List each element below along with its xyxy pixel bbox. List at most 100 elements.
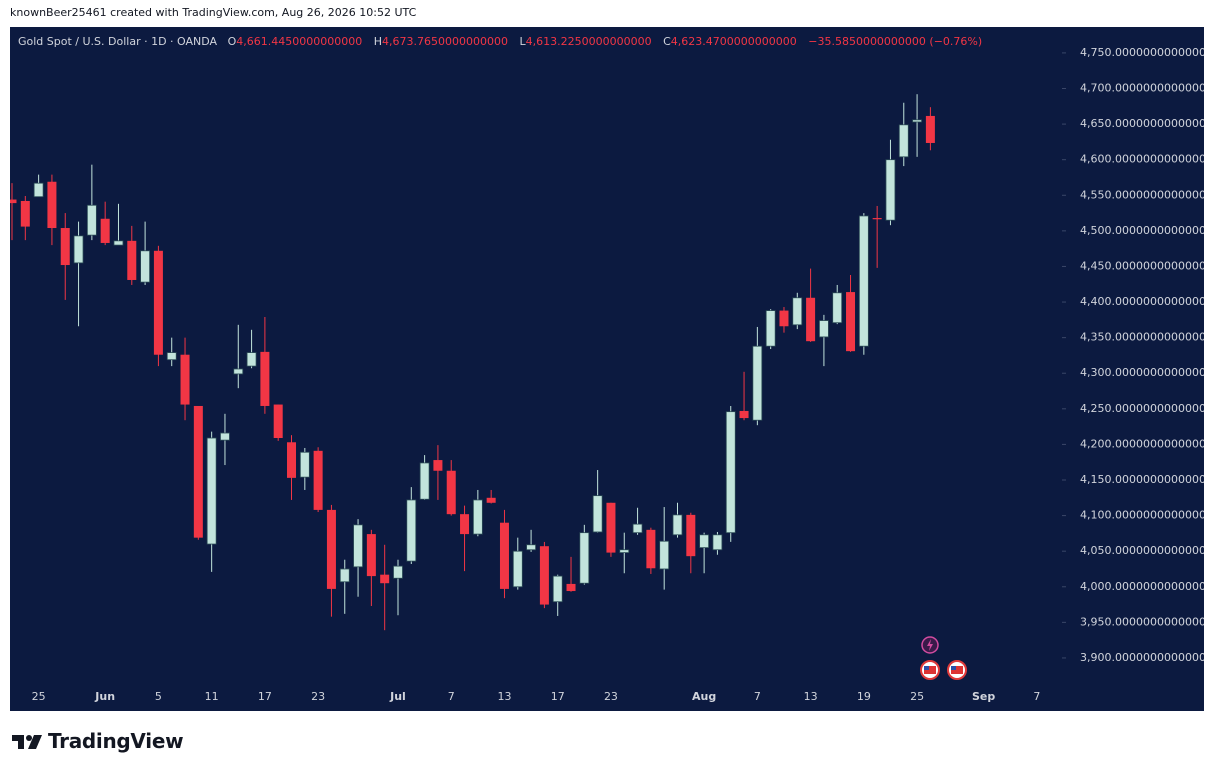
ohlc-key: L: [519, 35, 526, 48]
ohlc-value: 4,623.4700000000000: [670, 35, 797, 48]
x-tick-label: 7: [754, 690, 761, 703]
candle-body: [486, 497, 496, 503]
candle-body: [659, 540, 670, 570]
y-tick-label: 4,350.0000000000000000: [1080, 331, 1204, 344]
candle-body: [246, 352, 257, 367]
x-tick-label: 23: [604, 690, 618, 703]
x-tick-label: 23: [311, 690, 325, 703]
candle-body: [885, 159, 896, 221]
y-tick-label: 4,000.0000000000000000: [1080, 580, 1204, 593]
ohlc-value: 4,661.4450000000000: [236, 35, 363, 48]
candle-body: [86, 204, 97, 236]
chart-frame: 3,900.0000000000000000 3,950.000000000000…: [10, 27, 1204, 711]
flag: [951, 666, 956, 670]
x-tick-label: Jun: [94, 690, 115, 703]
candle-body: [792, 297, 803, 326]
candle-body: [166, 352, 177, 361]
candle-body: [127, 240, 137, 280]
chart: 3,900.0000000000000000 3,950.000000000000…: [10, 46, 1204, 703]
candle-body: [765, 310, 776, 347]
candle-body: [339, 568, 350, 583]
y-tick-label: 4,650.0000000000000000: [1080, 117, 1204, 130]
candle-body: [47, 181, 57, 229]
candle-body: [180, 354, 190, 405]
candle-body: [220, 432, 230, 441]
candle-body: [819, 320, 829, 338]
x-tick-label: 7: [448, 690, 455, 703]
candles: [10, 94, 935, 631]
candle-body: [898, 124, 909, 158]
ohlc-value: 4,613.2250000000000: [525, 35, 652, 48]
x-tick-label: 11: [205, 690, 219, 703]
y-tick-label: 4,150.0000000000000000: [1080, 473, 1204, 486]
x-tick-label: 13: [497, 690, 511, 703]
candle-body: [579, 532, 590, 584]
candle-body: [592, 495, 603, 533]
y-tick-label: 4,500.0000000000000000: [1080, 224, 1204, 237]
candle-body: [287, 442, 297, 478]
candle-body: [10, 199, 17, 204]
candle-body: [273, 404, 283, 439]
candle-body: [60, 228, 70, 266]
event-icons: [920, 636, 967, 680]
candle-body: [725, 411, 736, 534]
x-tick-label: 5: [155, 690, 162, 703]
y-tick-label: 4,700.0000000000000000: [1080, 82, 1204, 95]
candle-body: [353, 524, 363, 568]
candle-body: [566, 583, 576, 592]
candle-body: [206, 437, 217, 545]
candle-body: [499, 522, 509, 589]
candle-body: [299, 451, 310, 478]
candle-body: [153, 250, 163, 355]
candle-body: [858, 215, 869, 347]
candle-body: [686, 514, 696, 557]
ohlc-key: H: [373, 35, 382, 48]
x-tick-label: 17: [258, 690, 272, 703]
x-tick-label: 25: [32, 690, 46, 703]
symbol: Gold Spot / U.S. Dollar · 1D · OANDA: [18, 35, 218, 48]
candle-body: [233, 368, 244, 375]
candle-body: [512, 550, 523, 588]
y-tick-label: 4,400.0000000000000000: [1080, 295, 1204, 308]
candle-body: [619, 549, 630, 554]
candle-body: [313, 450, 323, 510]
y-tick-label: 4,600.0000000000000000: [1080, 153, 1204, 166]
candle-body: [672, 514, 683, 536]
candle-body: [406, 499, 417, 562]
candle-body: [646, 529, 656, 569]
candle-body: [73, 235, 84, 264]
candle-body: [846, 292, 856, 352]
candle-body: [752, 345, 763, 421]
ohlc-key: O: [227, 35, 237, 48]
candle-body: [326, 509, 336, 589]
candle-body: [433, 460, 443, 471]
candle-body: [712, 534, 723, 551]
y-tick-label: 4,250.0000000000000000: [1080, 402, 1204, 415]
ohlc-value: 4,673.7650000000000: [382, 35, 508, 48]
x-tick-label: 13: [804, 690, 818, 703]
y-tick-label: 4,300.0000000000000000: [1080, 366, 1204, 379]
y-tick-label: 3,950.0000000000000000: [1080, 615, 1204, 628]
candle-body: [193, 405, 203, 538]
candle-body: [806, 297, 816, 342]
flag: [924, 666, 929, 670]
x-tick-label: Sep: [972, 690, 995, 703]
ohlc-key: C: [663, 35, 671, 48]
flag: [951, 666, 963, 674]
y-tick-label: 3,900.0000000000000000: [1080, 651, 1204, 664]
brand: TradingView: [48, 729, 184, 753]
y-tick-label: 4,050.0000000000000000: [1080, 544, 1204, 557]
candle-body: [113, 240, 124, 246]
candle-body: [552, 575, 563, 603]
candle-body: [526, 544, 536, 551]
candle-body: [20, 200, 30, 227]
change: −35.5850000000000 (−0.76%): [808, 35, 983, 48]
candle-body: [33, 182, 44, 198]
candle-body: [100, 218, 110, 243]
y-tick-label: 4,450.0000000000000000: [1080, 259, 1204, 272]
flag: [924, 666, 936, 674]
legend-header: Gold Spot / U.S. Dollar · 1D · OANDA O4,…: [18, 35, 990, 48]
y-tick-label: 4,100.0000000000000000: [1080, 509, 1204, 522]
candle-body: [739, 410, 749, 419]
